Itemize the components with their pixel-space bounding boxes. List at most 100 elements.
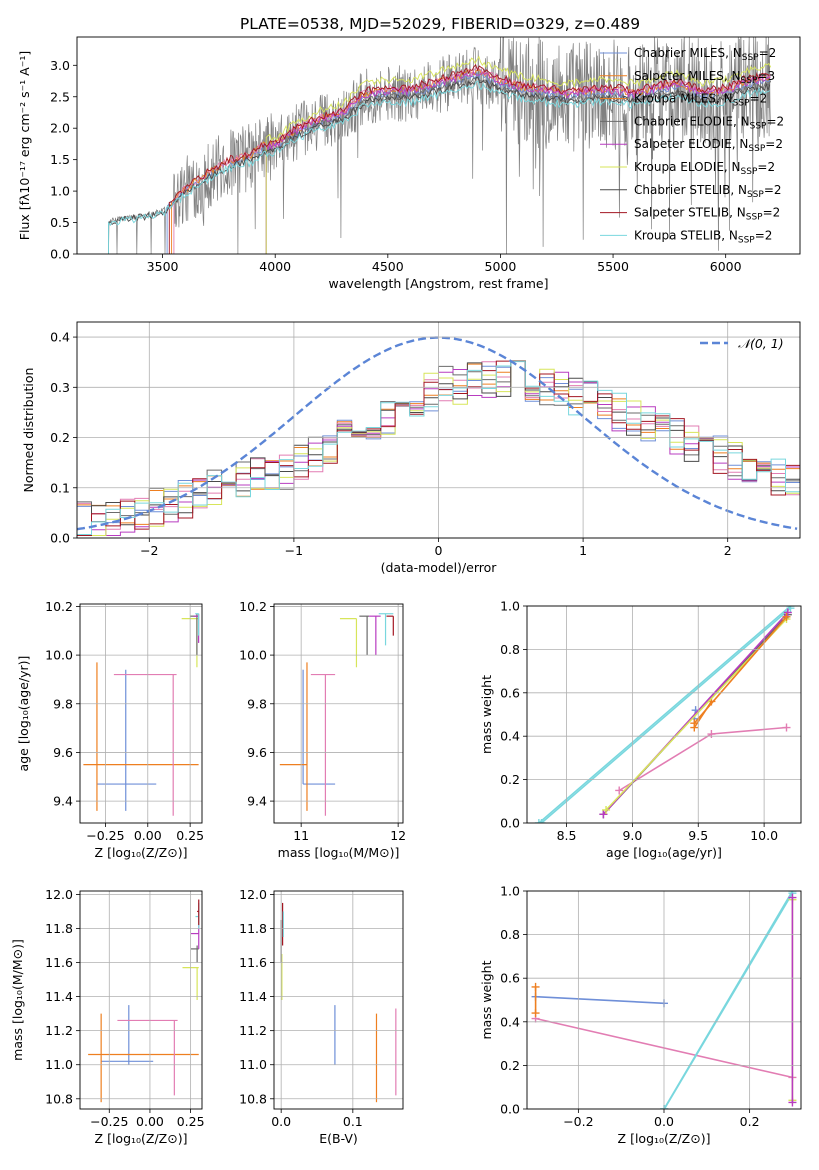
- y-tick-label: 0.0: [50, 247, 70, 262]
- errorbar-point-kroupa-stelib: [195, 613, 200, 636]
- weight-marker: [788, 1098, 797, 1107]
- plot-area-mass-vs-z: [88, 899, 200, 1103]
- x-tick-label: 1: [579, 543, 587, 558]
- weight-marker: [531, 1009, 540, 1018]
- x-axis-label: age [log₁₀(age/yr)]: [606, 845, 722, 860]
- legend-subscript: SSP: [742, 53, 759, 63]
- y-tick-label: 10.8: [239, 1091, 267, 1106]
- model-spectrum-chabrier-stelib: [108, 76, 771, 254]
- axes-frame: [76, 36, 801, 255]
- x-tick-label: 0.0: [271, 1114, 291, 1129]
- errorbar-point-kroupa-stelib: [378, 613, 394, 646]
- x-axis-label: Z [log₁₀(Z/Z⊙)]: [618, 1131, 711, 1146]
- legend-entry: Salpeter MILES, NSSP=3: [634, 69, 775, 86]
- errorbar-point-salpeter-elodie: [369, 615, 381, 656]
- y-tick-label: 11.8: [45, 921, 73, 936]
- axes-frame: [273, 890, 404, 1110]
- x-tick-label: 4000: [259, 259, 291, 274]
- legend-tail: =2: [759, 46, 777, 60]
- x-axis-label: Z [log₁₀(Z/Z⊙)]: [95, 845, 188, 860]
- y-tick-label: 11.8: [239, 921, 267, 936]
- x-tick-label: −0.25: [90, 1114, 128, 1129]
- y-tick-label: 0.4: [500, 1014, 520, 1029]
- model-spectrum-kroupa-miles: [173, 66, 771, 254]
- weight-marker: [534, 819, 543, 823]
- errorbar-point-salpeter-elodie: [190, 925, 200, 949]
- y-tick-label: 0.2: [500, 772, 520, 787]
- weight-marker: [690, 719, 699, 728]
- legend-subscript: SSP: [748, 144, 765, 154]
- x-tick-label: 0: [435, 543, 443, 558]
- axes-frame: [76, 321, 801, 539]
- weight-marker: [782, 723, 791, 732]
- x-axis-label: (data-model)/error: [381, 560, 498, 575]
- legend-subscript: SSP: [738, 235, 755, 245]
- x-tick-label: −2: [140, 543, 158, 558]
- y-tick-label: 10.2: [45, 599, 73, 614]
- legend-normal-label: 𝒩(0, 1): [738, 336, 784, 351]
- weight-marker: [602, 805, 611, 814]
- axes-frame: [273, 603, 404, 824]
- x-tick-label: 10.0: [750, 828, 778, 843]
- errorbar-point-salpeter-miles: [279, 662, 308, 811]
- histogram-legend: 𝒩(0, 1): [700, 336, 784, 351]
- weight-series-kroupa-stelib: [663, 892, 794, 1109]
- errorbar-point-chabrier-elodie: [359, 615, 370, 656]
- legend-text: Kroupa ELODIE, N: [634, 160, 741, 174]
- y-axis-label: Flux [fλ10⁻¹⁷ erg cm⁻² s⁻¹ A⁻¹]: [17, 51, 32, 240]
- legend-text: Kroupa MILES, N: [634, 92, 733, 106]
- y-tick-label: 0.1: [50, 480, 70, 495]
- legend-entry: Salpeter STELIB, NSSP=2: [634, 206, 780, 223]
- legend-tail: =2: [750, 92, 768, 106]
- legend-tail: =2: [755, 228, 773, 242]
- errorbar-point-salpeter-miles: [88, 1013, 199, 1103]
- y-tick-label: 0.0: [50, 531, 70, 546]
- legend-subscript: SSP: [741, 167, 758, 177]
- y-tick-label: 1.0: [50, 184, 70, 199]
- model-spectrum-kroupa-stelib: [108, 80, 771, 254]
- y-tick-label: 0.2: [50, 430, 70, 445]
- plot-area-age-vs-mass: [279, 613, 394, 816]
- y-tick-label: 11.2: [239, 1023, 267, 1038]
- legend-tail: =2: [766, 114, 784, 128]
- y-tick-label: 11.6: [239, 955, 267, 970]
- y-tick-label: 11.4: [239, 989, 267, 1004]
- legend-text: Chabrier MILES, N: [634, 46, 742, 60]
- x-axis-label: mass [log₁₀(M/M⊙)]: [278, 845, 400, 860]
- plot-area-weight-vs-age: [534, 606, 795, 823]
- y-tick-label: 11.0: [45, 1057, 73, 1072]
- x-tick-label: 0.00: [134, 828, 162, 843]
- y-tick-label: 0.2: [500, 1058, 520, 1073]
- weight-series-salpeter-miles: [693, 616, 788, 724]
- x-tick-label: 9.5: [688, 828, 708, 843]
- x-axis-label: Z [log₁₀(Z/Z⊙)]: [95, 1131, 188, 1146]
- x-tick-label: 0.0: [654, 1114, 674, 1129]
- y-tick-label: 10.0: [239, 648, 267, 663]
- legend-entry: Chabrier MILES, NSSP=2: [634, 46, 776, 63]
- axes-weight-vs-age: 8.5 9.0 9.5 10.0 0.0 0.2 0.4 0.6 0.8 1.0 age [log₁…: [479, 599, 802, 860]
- x-tick-label: 8.5: [557, 828, 577, 843]
- y-tick-label: 12.0: [45, 887, 73, 902]
- y-tick-label: 0.8: [500, 642, 520, 657]
- y-tick-label: 10.0: [45, 648, 73, 663]
- legend-entry: Chabrier ELODIE, NSSP=2: [634, 114, 784, 131]
- y-axis-label: mass [log₁₀(M/M⊙)]: [10, 939, 25, 1061]
- y-tick-label: 0.3: [50, 380, 70, 395]
- weight-marker: [660, 1105, 669, 1109]
- errorbar-point-kroupa-miles: [310, 673, 336, 816]
- legend-text: Salpeter STELIB, N: [634, 206, 746, 220]
- y-tick-label: 11.6: [45, 955, 73, 970]
- weight-marker: [531, 982, 540, 991]
- weight-marker: [788, 893, 797, 902]
- legend-entry: Kroupa ELODIE, NSSP=2: [634, 160, 775, 177]
- x-tick-label: 2: [724, 543, 732, 558]
- y-tick-label: 1.0: [500, 884, 520, 899]
- errorbar-point-kroupa-elodie: [339, 617, 358, 668]
- y-tick-label: 0.5: [50, 215, 70, 230]
- axes-age-vs-z: −0.25 0.00 0.25 9.4 9.6 9.8 10.0 10.2 Z [log₁₀(Z…: [16, 599, 204, 860]
- y-tick-label: 2.5: [50, 89, 70, 104]
- axes-age-vs-mass: 11 12 9.4 9.6 9.8 10.0 10.2 mass [log₁₀(M/M⊙)]: [239, 599, 406, 860]
- axes-weight-vs-z: −0.2 0.0 0.2 0.0 0.2 0.4 0.6 0.8 1.0 Z [log₁₀(Z/Z…: [479, 884, 802, 1146]
- weight-marker: [786, 606, 795, 613]
- x-tick-label: 11: [293, 828, 309, 843]
